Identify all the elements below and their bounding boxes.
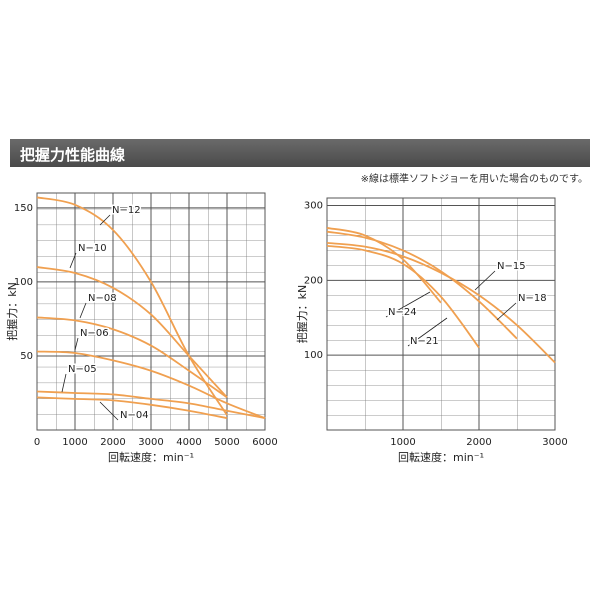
series-line: [326, 227, 442, 304]
legend-leader: [385, 291, 431, 318]
series-line: [326, 230, 518, 340]
legend-label: N−15: [497, 261, 526, 272]
plot-grid: [327, 198, 555, 430]
legend-leader: [99, 401, 119, 421]
legend-leader: [407, 317, 448, 347]
legend-leader: [61, 373, 67, 393]
y-tick-label: 150: [14, 203, 33, 214]
legend-label: N−12: [112, 205, 141, 216]
legend-label: N−08: [88, 293, 117, 304]
legend-label: N−10: [78, 243, 107, 254]
y-axis-label: 把握力：kN: [295, 285, 309, 344]
y-axis-label: 把握力：kN: [5, 282, 19, 341]
series-line: [36, 316, 228, 399]
legend-leader: [79, 302, 87, 319]
x-axis-label: 回転速度：min⁻¹: [398, 450, 484, 464]
series-line: [36, 266, 228, 399]
legend-label: N−24: [388, 307, 417, 318]
y-tick-label: 200: [304, 275, 323, 286]
x-tick-label: 4000: [176, 437, 201, 448]
series-line: [36, 196, 228, 416]
x-tick-label: 1000: [62, 437, 87, 448]
header-title: 把握力性能曲線: [20, 146, 126, 164]
series-line: [326, 245, 480, 349]
series-line: [36, 396, 228, 420]
legend-leader: [99, 214, 111, 226]
legend-leader: [69, 252, 77, 269]
legend-leader: [74, 337, 79, 351]
y-tick-label: 100: [14, 277, 33, 288]
series-line: [36, 390, 266, 420]
y-tick-label: 100: [304, 350, 323, 361]
legend-label: N−21: [410, 336, 439, 347]
x-tick-label: 5000: [214, 437, 239, 448]
header-bar: 把握力性能曲線: [10, 139, 590, 167]
x-tick-label: 3000: [542, 437, 567, 448]
y-tick-label: 300: [304, 200, 323, 211]
x-tick-label: 0: [34, 437, 40, 448]
legend-leader: [496, 302, 517, 321]
series-line: [36, 350, 266, 419]
x-tick-label: 6000: [252, 437, 277, 448]
y-tick-label: 50: [20, 351, 33, 362]
legend-label: N−18: [518, 293, 547, 304]
legend-leader: [474, 270, 496, 291]
x-axis-label: 回転速度：min⁻¹: [108, 450, 194, 464]
header-note: ※線は標準ソフトジョーを用いた場合のものです。: [360, 174, 588, 185]
series-line: [326, 242, 556, 364]
legend-label: N−06: [80, 328, 109, 339]
x-tick-label: 1000: [390, 437, 415, 448]
legend-label: N−04: [120, 410, 149, 421]
legend-label: N−05: [68, 364, 97, 375]
x-tick-label: 3000: [138, 437, 163, 448]
x-tick-label: 2000: [466, 437, 491, 448]
x-tick-label: 2000: [100, 437, 125, 448]
